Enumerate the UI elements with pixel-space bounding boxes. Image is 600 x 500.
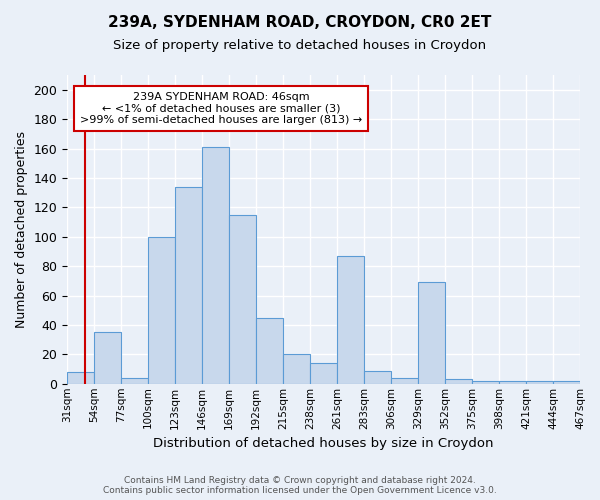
X-axis label: Distribution of detached houses by size in Croydon: Distribution of detached houses by size … [154,437,494,450]
Bar [310,363,337,384]
Bar [175,186,202,384]
Text: 239A SYDENHAM ROAD: 46sqm
← <1% of detached houses are smaller (3)
>99% of semi-: 239A SYDENHAM ROAD: 46sqm ← <1% of detac… [80,92,362,125]
Bar [445,380,472,384]
Bar [418,282,445,384]
Bar [391,378,418,384]
Bar [553,381,580,384]
Bar [121,378,148,384]
Bar [67,372,94,384]
Bar [202,147,229,384]
Bar [364,370,391,384]
Y-axis label: Number of detached properties: Number of detached properties [15,131,28,328]
Bar [472,381,499,384]
Bar [148,236,175,384]
Bar [229,214,256,384]
Text: Contains HM Land Registry data © Crown copyright and database right 2024.
Contai: Contains HM Land Registry data © Crown c… [103,476,497,495]
Text: 239A, SYDENHAM ROAD, CROYDON, CR0 2ET: 239A, SYDENHAM ROAD, CROYDON, CR0 2ET [109,15,491,30]
Text: Size of property relative to detached houses in Croydon: Size of property relative to detached ho… [113,39,487,52]
Bar [94,332,121,384]
Bar [337,256,364,384]
Bar [526,381,553,384]
Bar [499,381,526,384]
Bar [283,354,310,384]
Bar [256,318,283,384]
